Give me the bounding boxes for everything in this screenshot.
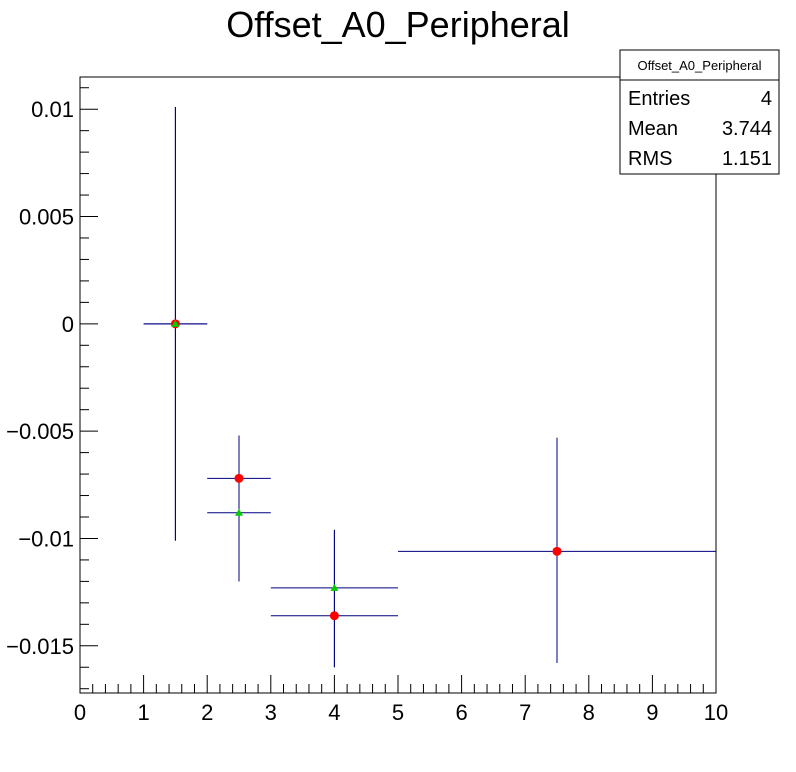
error-bars-layer — [143, 107, 716, 668]
data-point-triangle — [171, 319, 180, 327]
stats-entries-value: 4 — [761, 88, 772, 110]
x-tick-label: 3 — [265, 700, 277, 725]
x-tick-label: 2 — [201, 700, 213, 725]
chart-title: Offset_A0_Peripheral — [226, 4, 570, 45]
stats-rms-value: 1.151 — [722, 148, 772, 170]
markers-layer — [170, 319, 562, 621]
stats-box-frame — [619, 49, 780, 175]
data-point-triangle — [235, 508, 243, 516]
data-point-triangle — [330, 583, 339, 591]
x-tick-label: 8 — [583, 700, 595, 725]
x-tick-label: 0 — [74, 700, 86, 725]
x-tick-label: 10 — [704, 700, 728, 725]
y-tick-label: 0.005 — [19, 205, 74, 230]
x-tick-label: 6 — [455, 700, 467, 725]
x-tick-label: 1 — [137, 700, 149, 725]
x-tick-label: 9 — [646, 700, 658, 725]
stats-box: Offset_A0_Peripheral Entries 4 Mean 3.74… — [619, 49, 780, 175]
y-tick-label: 0.01 — [31, 97, 74, 122]
y-tick-label: 0 — [62, 312, 74, 337]
stats-box-title: Offset_A0_Peripheral — [637, 58, 761, 73]
x-tick-label: 7 — [519, 700, 531, 725]
data-point-circle — [552, 546, 562, 556]
x-tick-label: 4 — [328, 700, 340, 725]
stats-entries-label: Entries — [628, 88, 690, 110]
data-point-circle — [329, 611, 339, 621]
data-point-circle — [234, 473, 244, 483]
stats-rms-label: RMS — [628, 148, 672, 170]
axes-layer: 0 1 2 3 4 5 6 7 8 9 10 0.01 0.005 0 −0.005 −0.01 −0.015 — [6, 87, 728, 725]
stats-mean-value: 3.744 — [722, 118, 772, 140]
stats-mean-label: Mean — [628, 118, 678, 140]
y-tick-label: −0.015 — [6, 634, 74, 659]
y-tick-label: −0.005 — [6, 419, 74, 444]
x-tick-label: 5 — [392, 700, 404, 725]
y-tick-label: −0.01 — [18, 526, 74, 551]
